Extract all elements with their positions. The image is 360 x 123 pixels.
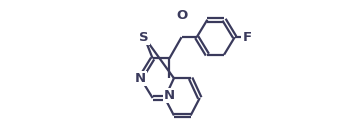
Text: N: N: [135, 72, 146, 85]
Text: N: N: [164, 89, 175, 102]
Text: S: S: [139, 31, 149, 44]
Text: O: O: [176, 9, 187, 22]
Text: F: F: [242, 31, 251, 44]
